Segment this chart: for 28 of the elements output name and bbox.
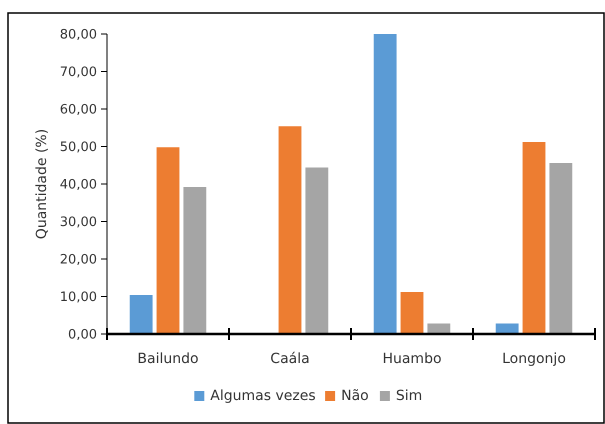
y-tick-label: 20,00: [60, 252, 97, 268]
bar: [183, 187, 206, 334]
y-tick-label: 40,00: [60, 178, 97, 193]
bar: [278, 126, 302, 334]
bar: [305, 168, 328, 334]
y-tick-label: 70,00: [60, 65, 97, 80]
bar: [374, 34, 397, 334]
y-axis-title: Quantidade (%): [34, 128, 50, 240]
x-tick-label: Caála: [270, 351, 310, 367]
bar: [496, 324, 519, 334]
bar: [549, 163, 572, 334]
x-tick-label: Longonjo: [502, 351, 566, 367]
x-tick-label: Bailundo: [137, 351, 199, 367]
legend-label: Sim: [396, 388, 422, 404]
bar: [130, 295, 153, 334]
legend-label: Algumas vezes: [210, 388, 316, 404]
y-tick-label: 80,00: [60, 28, 97, 43]
bar: [156, 147, 180, 334]
legend-label: Não: [341, 388, 369, 404]
y-tick-label: 30,00: [60, 215, 97, 230]
bar: [522, 142, 546, 334]
y-tick-label: 0,00: [68, 328, 97, 343]
y-tick-label: 50,00: [60, 140, 97, 156]
x-tick-label: Huambo: [382, 351, 442, 367]
y-tick-label: 10,00: [60, 290, 97, 306]
bar: [400, 292, 424, 334]
y-tick-label: 60,00: [60, 102, 97, 118]
bar: [427, 324, 450, 334]
